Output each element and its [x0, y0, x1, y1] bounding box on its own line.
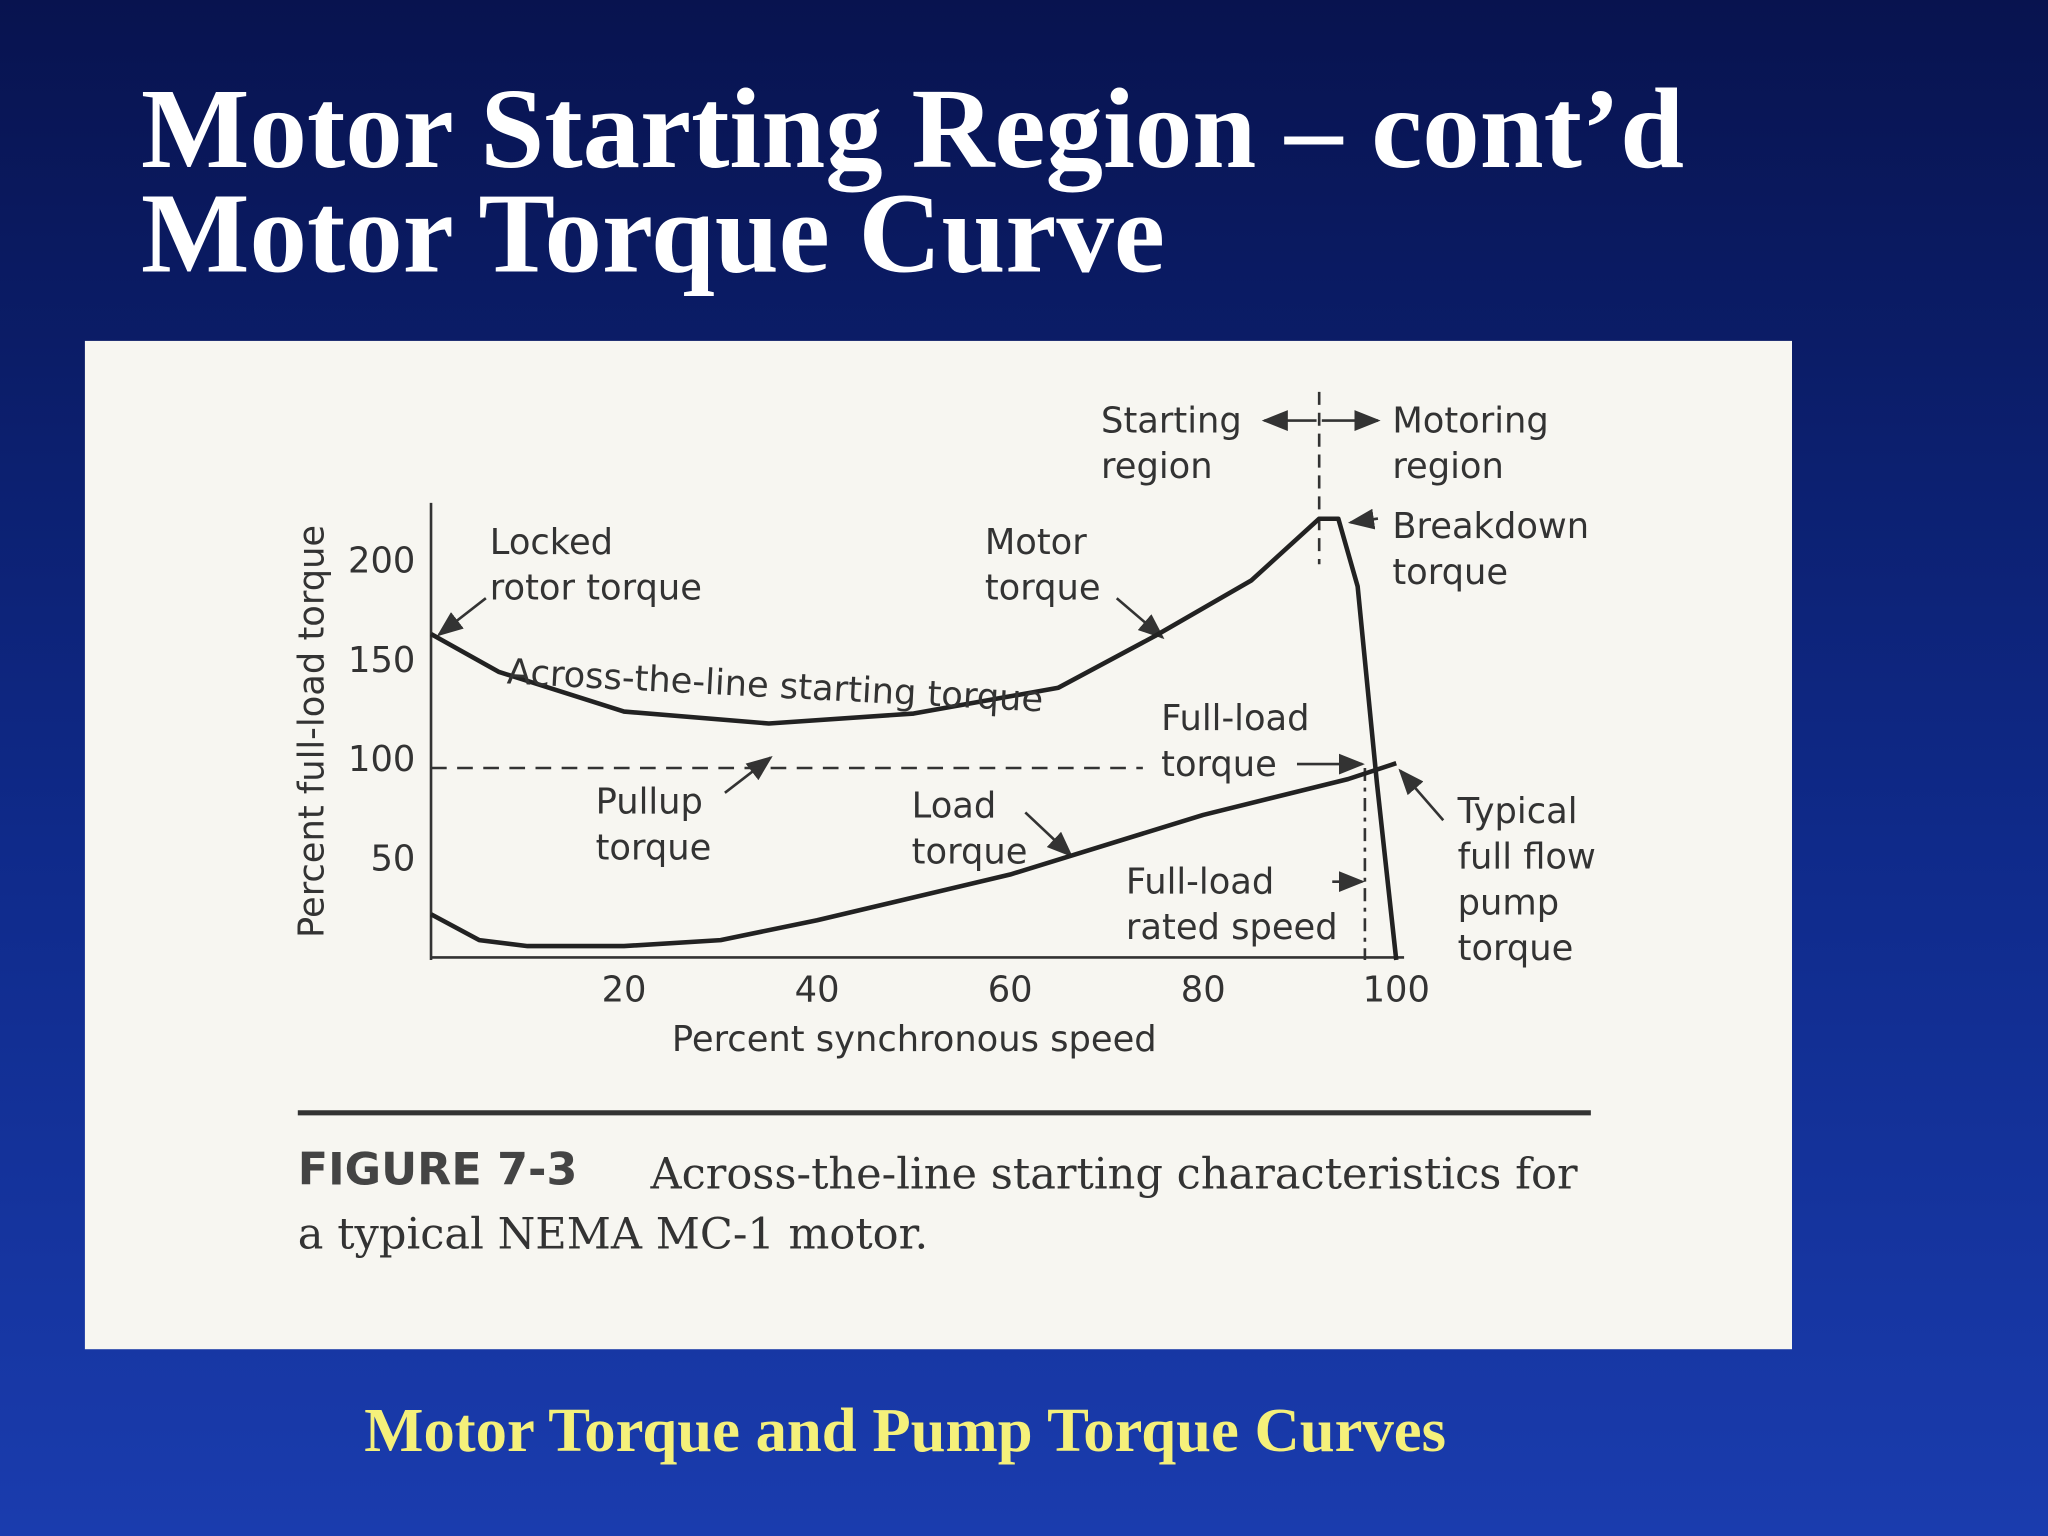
slide-title: Motor Starting Region – cont’d: [141, 66, 1685, 194]
annotation: Breakdown torque: [1392, 506, 1590, 593]
figure-panel: [84, 340, 1792, 1350]
annotation: Locked rotor torque: [489, 522, 702, 609]
annotation: Starting region: [1101, 400, 1242, 488]
annotation: Full-load rated speed: [1125, 862, 1338, 949]
figure-caption: Across-the-line starting characteristics…: [297, 1148, 1578, 1260]
series-label: Load torque: [911, 786, 1028, 873]
series-line: [429, 516, 1399, 961]
slide-footer: Motor Torque and Pump Torque Curves: [364, 1396, 1447, 1466]
x-tick-label: 40: [795, 969, 840, 1010]
annotation-arrows: [297, 391, 1591, 1116]
y-tick-label: 150: [348, 640, 415, 681]
y-tick-label: 100: [348, 739, 415, 780]
y-tick-label: 50: [370, 839, 415, 880]
x-tick-label: 60: [988, 969, 1033, 1010]
figure-label: FIGURE 7-3: [297, 1144, 578, 1197]
annotation: Full-load torque: [1161, 698, 1310, 785]
x-tick-label: 20: [602, 969, 647, 1010]
series-line: [429, 761, 1397, 949]
annotation: Motoring region: [1392, 400, 1549, 488]
x-axis-label: Percent synchronous speed: [672, 1019, 1157, 1060]
annotation: Typical full flow pump torque: [1457, 791, 1596, 970]
y-tick-label: 200: [348, 540, 415, 581]
y-axis-label: Percent full-load torque: [291, 525, 332, 938]
x-tick-label: 100: [1363, 969, 1430, 1010]
slide-title: Motor Torque Curve: [141, 171, 1165, 298]
annotation: Pullup torque: [595, 782, 712, 869]
series-label: Motor torque: [984, 522, 1101, 609]
x-tick-label: 80: [1181, 969, 1226, 1010]
